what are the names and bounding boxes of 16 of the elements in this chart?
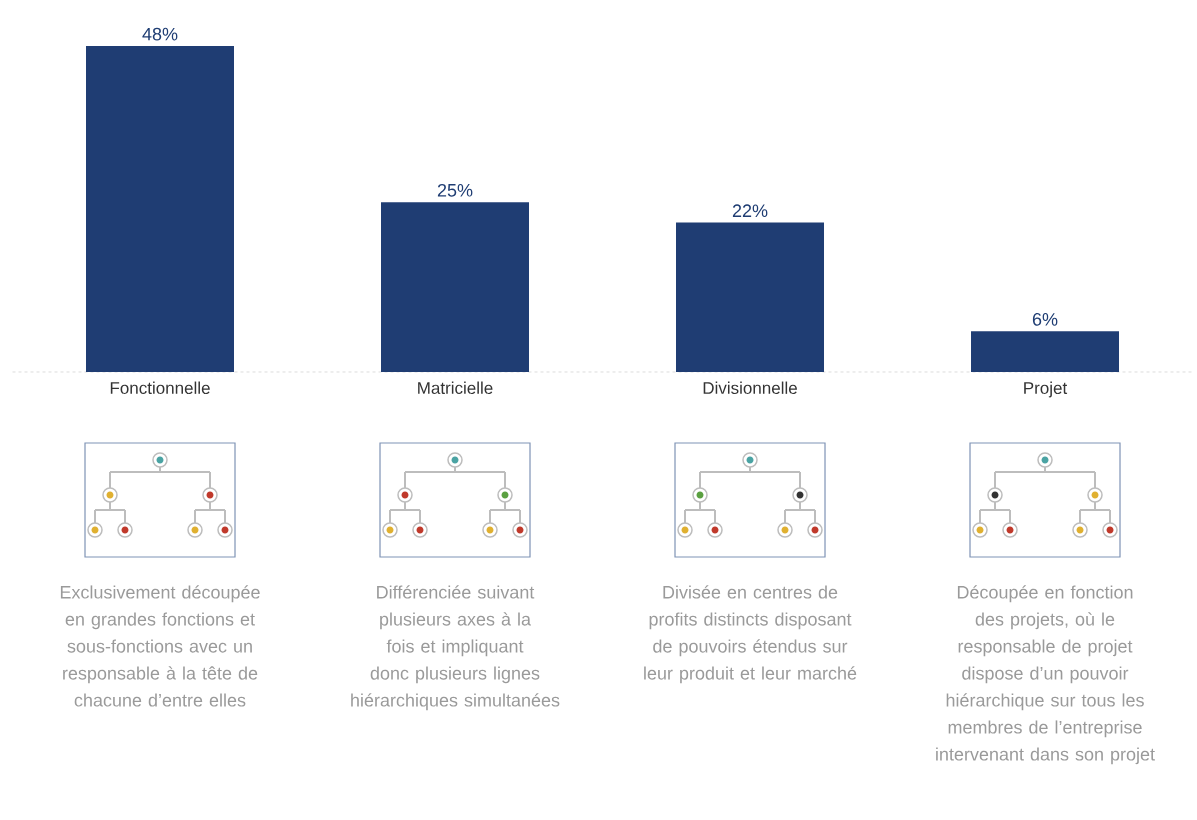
bar <box>676 222 825 372</box>
x-tick-label: Divisionnelle <box>703 381 797 395</box>
text: Exclusivement découpée en grandes fonctions et sous-fonctions avec un responsable à la tête de chacune d’entre elles <box>60 585 260 707</box>
text: Différenciée suivant plusieurs axes à la fois et impliquant donc plusieurs lignes hiérarchiques simultanées <box>351 585 560 711</box>
data-label: 25% <box>437 183 473 197</box>
data-label: 6% <box>1032 312 1058 326</box>
x-tick-label: Matricielle <box>418 381 493 395</box>
text: Divisée en centres de profits distincts disposant de pouvoirs étendus sur leur produit et leur marché <box>644 585 857 684</box>
text: Découpée en fonction des projets, où le responsable de projet dispose d’un pouvoir hiérarchique sur tous les membres de l’entreprise intervenant dans son projet <box>936 585 1155 765</box>
bar <box>86 45 234 372</box>
x-tick-label: Projet <box>1024 381 1068 398</box>
data-label: 22% <box>732 204 768 218</box>
data-label: 48% <box>142 27 178 41</box>
x-tick-label: Fonctionnelle <box>110 381 210 395</box>
bar <box>381 202 530 372</box>
bar <box>971 331 1120 372</box>
